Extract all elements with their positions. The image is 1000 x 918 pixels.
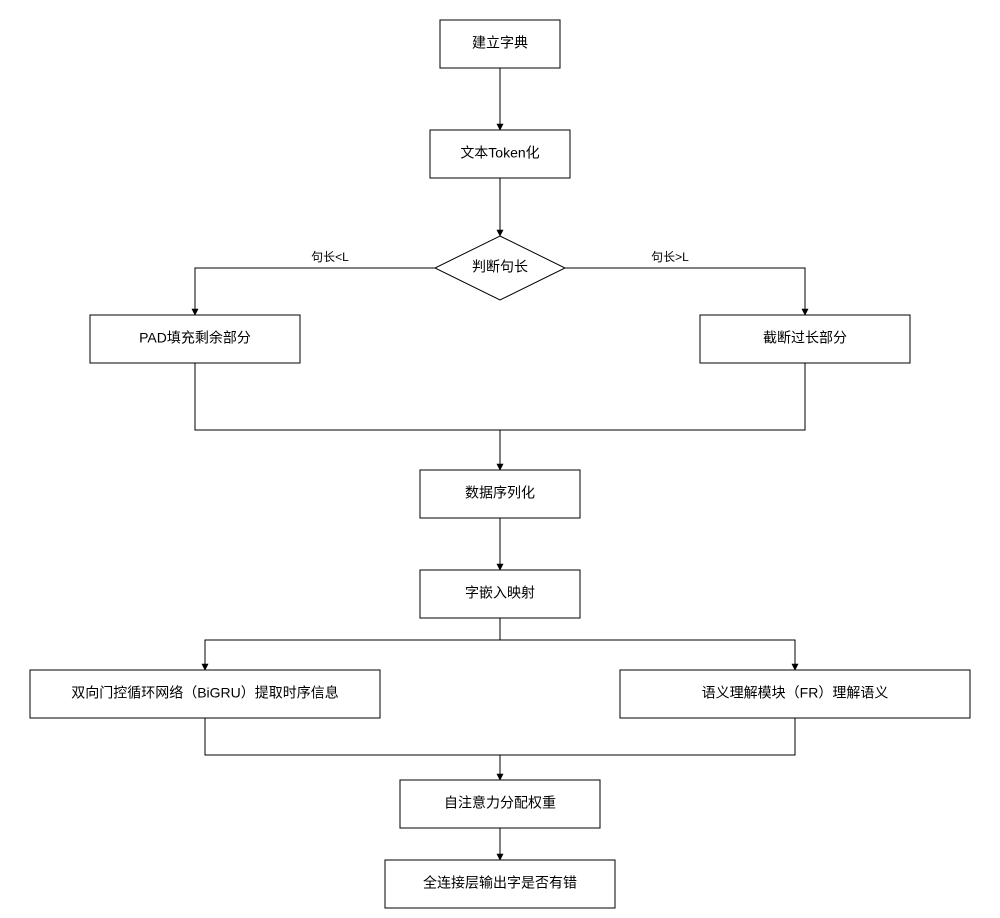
node-label-n11: 全连接层输出字是否有错 [423, 875, 577, 891]
node-n7: 字嵌入映射 [420, 570, 580, 618]
node-label-n4: PAD填充剩余部分 [139, 330, 251, 346]
edge-label-e3: 句长<L [311, 250, 349, 264]
node-label-n9: 语义理解模块（FR）理解语义 [702, 685, 889, 701]
edge-e7a [205, 618, 500, 670]
node-n4: PAD填充剩余部分 [90, 315, 300, 363]
edge-e5b [500, 363, 805, 430]
node-label-n8: 双向门控循环网络（BiGRU）提取时序信息 [71, 685, 339, 701]
node-n8: 双向门控循环网络（BiGRU）提取时序信息 [30, 670, 380, 718]
node-label-n1: 建立字典 [472, 35, 528, 51]
node-label-n10: 自注意力分配权重 [444, 795, 556, 811]
node-n9: 语义理解模块（FR）理解语义 [620, 670, 970, 718]
flowchart-canvas: 句长<L 句长>L 建立字典文本Token化判断句长 PAD填充剩余部分 截断过长部分… [0, 0, 1000, 918]
edge-e8a [205, 718, 500, 755]
node-label-n2: 文本Token化 [460, 145, 539, 161]
node-label-n7: 字嵌入映射 [465, 585, 535, 601]
edge-e8b [500, 718, 795, 755]
node-label-n6: 数据序列化 [465, 485, 535, 501]
edge-label-e4: 句长>L [651, 250, 689, 264]
edge-e4: 句长>L [565, 250, 805, 315]
node-n5: 截断过长部分 [700, 315, 910, 363]
node-n11: 全连接层输出字是否有错 [385, 860, 615, 908]
edge-e5a [195, 363, 500, 430]
node-label-n3: 判断句长 [472, 259, 528, 275]
node-n1: 建立字典 [440, 20, 560, 68]
node-label-n5: 截断过长部分 [763, 330, 847, 346]
node-n10: 自注意力分配权重 [400, 780, 600, 828]
node-n2: 文本Token化 [430, 130, 570, 178]
node-n3: 判断句长 [435, 236, 565, 300]
node-n6: 数据序列化 [420, 470, 580, 518]
edge-e3: 句长<L [195, 250, 435, 315]
edge-e7b [500, 640, 795, 670]
